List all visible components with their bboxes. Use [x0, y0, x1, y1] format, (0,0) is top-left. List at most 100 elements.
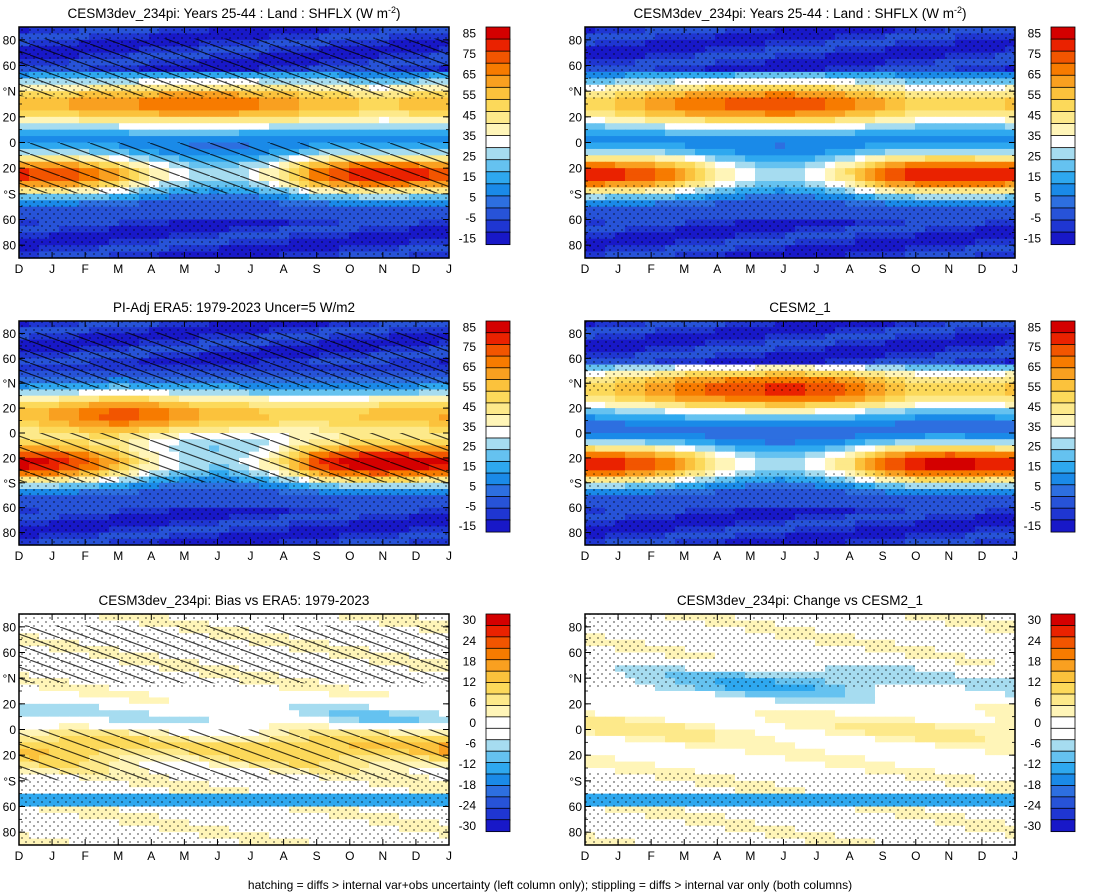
panel-2: CESM3dev_234pi: Years 25-44 : Land : SHF…: [569, 5, 1076, 276]
colorbar-label: 65: [1028, 360, 1042, 374]
colorbar-label: -30: [1024, 819, 1042, 833]
colorbar-label: 18: [1028, 654, 1042, 668]
month-tick-label: M: [679, 549, 689, 563]
lat-tick-label: 80: [3, 327, 17, 341]
month-tick-label: A: [147, 849, 155, 863]
lat-tick-label: 60: [3, 501, 17, 515]
colorbar-label: 0: [469, 716, 476, 730]
hatch-overlay-south: [19, 433, 449, 483]
colorbar-label: -15: [1024, 232, 1042, 246]
lat-tick-label: 0: [9, 427, 16, 441]
month-tick-label: O: [911, 549, 920, 563]
colorbar-label: 12: [1028, 675, 1042, 689]
colorbar-label: 45: [1028, 400, 1042, 414]
month-tick-label: A: [280, 549, 288, 563]
month-tick-label: A: [713, 549, 721, 563]
colorbar-label: -5: [1030, 499, 1041, 513]
month-tick-label: S: [313, 849, 321, 863]
colorbar-label: 25: [463, 150, 477, 164]
panel-5: CESM3dev_234pi: Bias vs ERA5: 1979-2023 8…: [3, 593, 511, 863]
colorbar: 85 75 65 55 45 35 25 15 5 -5 -15: [1024, 27, 1076, 246]
lat-tick-label: 60: [569, 800, 583, 814]
colorbar-label: 75: [463, 340, 477, 354]
lat-tick-label: 80: [3, 526, 17, 540]
colorbar-label: 5: [1034, 191, 1041, 205]
hatch-overlay-north: [19, 332, 449, 389]
panel-title: CESM3dev_234pi: Years 25-44 : Land : SHF…: [68, 5, 401, 21]
lat-tick-label: 80: [569, 826, 583, 840]
month-tick-label: D: [412, 849, 421, 863]
month-tick-label: D: [15, 849, 24, 863]
lat-tick-label: 20: [3, 451, 17, 465]
month-tick-label: A: [846, 849, 854, 863]
month-tick-label: D: [15, 549, 24, 563]
month-tick-label: D: [412, 262, 421, 276]
month-tick-label: D: [978, 262, 987, 276]
colorbar-label: 45: [463, 109, 477, 123]
month-tick-label: J: [780, 262, 786, 276]
lat-tick-label: 20: [3, 697, 17, 711]
month-tick-label: N: [379, 849, 388, 863]
month-tick-label: M: [745, 262, 755, 276]
month-tick-label: A: [147, 549, 155, 563]
panel-title: CESM2_1: [769, 300, 831, 315]
month-tick-label: N: [945, 849, 954, 863]
lat-tick-label: °N: [3, 85, 16, 99]
month-tick-label: J: [248, 262, 254, 276]
colorbar: 85 75 65 55 45 35 25 15 5 -5 -15: [1024, 320, 1076, 533]
month-tick-label: O: [911, 262, 920, 276]
colorbar-label: 15: [463, 460, 477, 474]
month-tick-label: O: [345, 262, 354, 276]
colorbar: 85 75 65 55 45 35 25 15 5 -5 -15: [459, 27, 511, 246]
lat-tick-label: 80: [569, 620, 583, 634]
month-tick-label: M: [113, 549, 123, 563]
month-tick-label: A: [713, 262, 721, 276]
colorbar-label: -15: [1024, 519, 1042, 533]
month-tick-label: M: [679, 262, 689, 276]
stipple-overlay-south: [19, 184, 449, 258]
colorbar-label: 25: [1028, 440, 1042, 454]
lat-tick-label: 60: [3, 800, 17, 814]
colorbar-label: -5: [465, 499, 476, 513]
month-tick-label: J: [780, 849, 786, 863]
lat-tick-label: 80: [569, 33, 583, 47]
lat-tick-label: 80: [3, 620, 17, 634]
month-tick-label: M: [179, 549, 189, 563]
lat-tick-label: °S: [569, 476, 582, 490]
month-tick-label: N: [379, 262, 388, 276]
stipple-overlay-north: [585, 321, 1015, 393]
panel-4: CESM2_1 80 60 °N 20 0 20 °S 60 80 D J F M A M J J A S O N D J 85…: [569, 300, 1076, 563]
lat-tick-label: 20: [569, 697, 583, 711]
month-tick-label: J: [214, 849, 220, 863]
month-tick-label: J: [1012, 849, 1018, 863]
colorbar-label: 55: [1028, 380, 1042, 394]
stipple-overlay-south: [19, 771, 449, 845]
month-tick-label: N: [945, 262, 954, 276]
hatch-overlay-north: [19, 38, 449, 97]
colorbar-label: 75: [1028, 47, 1042, 61]
panel-title: CESM3dev_234pi: Years 25-44 : Land : SHF…: [634, 5, 967, 21]
month-tick-label: J: [780, 549, 786, 563]
month-tick-label: F: [81, 849, 88, 863]
colorbar-label: 6: [1034, 695, 1041, 709]
colorbar-label: 18: [463, 654, 477, 668]
colorbar-label: 75: [1028, 340, 1042, 354]
lat-tick-label: 60: [569, 501, 583, 515]
colorbar-label: -5: [465, 211, 476, 225]
colorbar-label: 24: [463, 634, 477, 648]
lat-tick-label: 80: [569, 239, 583, 253]
month-tick-label: A: [713, 849, 721, 863]
month-tick-label: J: [814, 849, 820, 863]
colorbar-label: -15: [459, 232, 477, 246]
month-tick-label: D: [581, 262, 590, 276]
stipple-overlay-north: [585, 614, 1015, 688]
month-tick-label: O: [911, 849, 920, 863]
panel-title: PI-Adj ERA5: 1979-2023 Uncer=5 W/m2: [113, 300, 355, 315]
colorbar: 30 24 18 12 6 0 -6 -12 -18 -24 -30: [459, 613, 511, 833]
month-tick-label: F: [81, 262, 88, 276]
colorbar-label: 85: [1028, 27, 1042, 41]
month-tick-label: D: [412, 549, 421, 563]
month-tick-label: M: [679, 849, 689, 863]
colorbar-label: 35: [1028, 420, 1042, 434]
colorbar-label: 15: [1028, 460, 1042, 474]
